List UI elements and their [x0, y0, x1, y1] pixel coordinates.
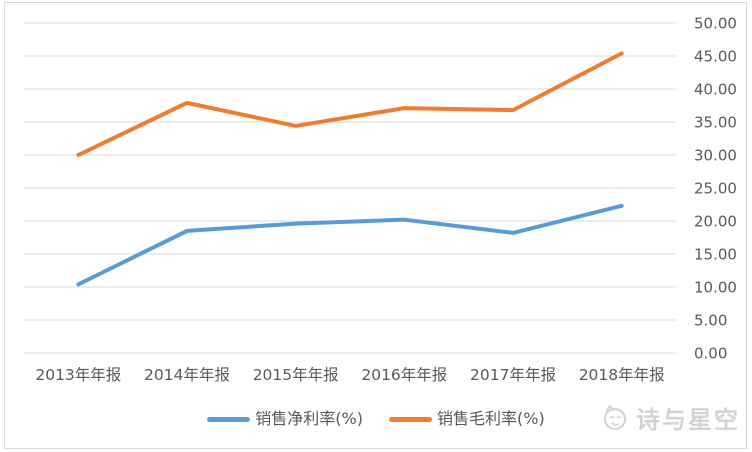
- legend-label-gross-profit-margin: 销售毛利率(%): [437, 409, 545, 428]
- x-axis-tick-label: 2018年年报: [579, 366, 665, 384]
- watermark: 诗与星空: [600, 400, 740, 435]
- legend: 销售净利率(%) 销售毛利率(%): [0, 408, 752, 430]
- x-axis-tick-label: 2017年年报: [470, 366, 556, 384]
- legend-label-net-profit-margin: 销售净利率(%): [255, 409, 363, 428]
- series-line-1: [76, 51, 624, 157]
- y-axis-tick-label: 10.00: [694, 279, 737, 297]
- y-axis-tick-label: 35.00: [694, 114, 737, 132]
- shiyuxingkong-logo-icon: [604, 404, 626, 430]
- x-axis-tick-label: 2013年年报: [35, 366, 121, 384]
- y-axis-tick-label: 25.00: [694, 180, 737, 198]
- legend-line-swatch-blue: [207, 416, 251, 422]
- y-axis-tick-label: 5.00: [694, 312, 727, 330]
- y-axis-tick-label: 45.00: [694, 48, 737, 66]
- x-axis-tick-label: 2016年年报: [361, 366, 447, 384]
- legend-item-net-profit-margin: 销售净利率(%): [207, 408, 363, 430]
- legend-line-swatch-orange: [389, 416, 432, 422]
- legend-item-gross-profit-margin: 销售毛利率(%): [389, 408, 545, 430]
- y-axis-tick-label: 0.00: [694, 345, 727, 363]
- y-axis-tick-label: 15.00: [694, 246, 737, 264]
- x-axis-tick-label: 2014年年报: [144, 366, 230, 384]
- x-axis-tick-label: 2015年年报: [253, 366, 339, 384]
- y-axis-tick-label: 20.00: [694, 213, 737, 231]
- series-line-0: [76, 203, 624, 287]
- watermark-text: 诗与星空: [636, 406, 740, 434]
- y-axis-tick-label: 40.00: [694, 81, 737, 99]
- y-axis-tick-label: 30.00: [694, 147, 737, 165]
- y-axis-tick-label: 50.00: [694, 15, 737, 33]
